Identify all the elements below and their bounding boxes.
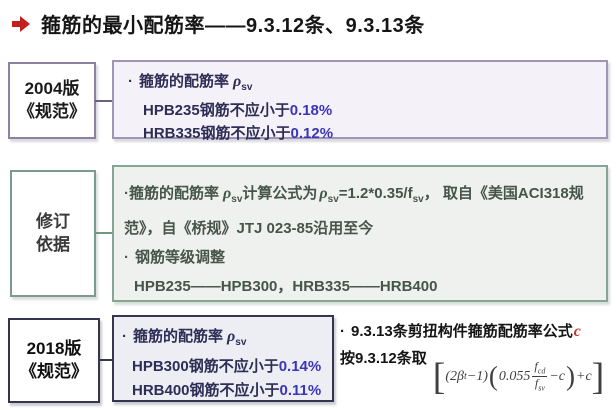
fsv-f: f: [534, 376, 539, 391]
page-title: 箍筋的最小配筋率——9.3.12条、9.3.13条: [41, 15, 425, 37]
rho-subscript: sv: [241, 82, 253, 93]
content-2018-row2-text: HRB400钢筋不应小于: [132, 382, 280, 399]
content-2018-row1: HPB300钢筋不应小于0.14%: [122, 355, 324, 379]
bullet: ·: [340, 323, 345, 340]
content-2018-row2-value: 0.11%: [279, 382, 322, 399]
fcd-sub: cd: [537, 366, 546, 376]
revision-p2-text: 钢筋等级调整: [135, 249, 226, 266]
content-box-2018: · 箍筋的配筋率 ρsv HPB300钢筋不应小于0.14% HRB400钢筋不应小…: [112, 315, 334, 402]
bullet: ·: [124, 249, 129, 266]
content-2004-row2: HRB335钢筋不应小于0.12%: [128, 122, 592, 145]
revision-paragraph-3: HPB235——HPB300，HRB335——HRB400: [124, 272, 596, 301]
formula-paren-close: ): [566, 361, 575, 392]
formula-right-bracket: ]: [591, 355, 605, 398]
stirrup-ratio-formula: [(2 β t −1)(0.055 fcd fsv −c) +c]: [432, 355, 605, 398]
label-2018-line1: 2018版: [26, 339, 82, 359]
label-box-revision: 修订 依据: [10, 170, 96, 297]
content-2004-head: 箍筋的配筋率: [139, 73, 230, 90]
connector-2018: [99, 359, 113, 361]
red-arrow-icon: [12, 15, 30, 32]
fcd-f: f: [534, 359, 538, 373]
revision-p1-d: ， 取自《美国ACI318规范》，自《桥规》JTJ 023-85沿用至今: [124, 185, 584, 237]
content-box-2004: · 箍筋的配筋率 ρsv HPB235钢筋不应小于0.18% HRB335钢筋不应小…: [112, 60, 608, 142]
formula-minus-c: −c: [549, 368, 565, 384]
f-subscript: sv: [412, 194, 424, 205]
content-2004-row1: HPB235钢筋不应小于0.18%: [128, 99, 592, 122]
bullet: ·: [128, 73, 133, 90]
rho-subscript: sv: [231, 194, 243, 205]
label-revision-line1: 修订: [36, 212, 70, 232]
formula-g1-end: −1): [466, 368, 488, 384]
connector-revision: [95, 232, 113, 234]
note-line1-text: 9.3.13条剪扭构件箍筋配筋率公式: [351, 323, 573, 340]
label-box-2004: 2004版 《规范》: [8, 62, 96, 139]
revision-paragraph-2: · 钢筋等级调整: [124, 243, 596, 272]
content-2018-row1-text: HPB300钢筋不应小于: [132, 358, 279, 375]
rho-subscript: sv: [235, 337, 247, 348]
fraction-denominator: fsv: [535, 377, 545, 393]
rho-symbol: ρ: [319, 185, 328, 202]
content-2018-row1-value: 0.14%: [278, 358, 322, 375]
content-2018-head: 箍筋的配筋率: [133, 328, 224, 345]
revision-p1-c: =1.2*0.35/f: [338, 185, 413, 202]
formula-left-bracket: [: [432, 355, 446, 398]
note-line2: 按9.3.12条取 [(2 β t −1)(0.055 fcd fsv −c) +c]: [340, 348, 612, 398]
content-2018-row2: HRB400钢筋不应小于0.11%: [122, 379, 324, 403]
label-2004-line2: 《规范》: [18, 101, 86, 121]
content-2004-row2-value: 0.12%: [290, 125, 334, 142]
note-line2-text: 按9.3.12条取: [340, 350, 427, 367]
label-box-2018: 2018版 《规范》: [8, 318, 100, 403]
formula-g1: (2: [445, 368, 458, 384]
content-2004-row1-value: 0.18%: [289, 102, 333, 119]
fraction-numerator: fcd: [532, 359, 548, 378]
content-2004-row2-text: HRB335钢筋不应小于: [143, 125, 291, 142]
formula-coef: 0.055: [498, 368, 531, 384]
content-box-revision: ·箍筋的配筋率 ρsv计算公式为 ρsv=1.2*0.35/fsv， 取自《美国AC…: [112, 165, 608, 302]
rho-symbol: ρ: [223, 185, 232, 202]
rho-symbol: ρ: [227, 328, 236, 345]
beta-symbol: β: [457, 368, 465, 384]
content-2004-row1-text: HPB235钢筋不应小于: [143, 102, 290, 119]
rho-subscript: sv: [327, 194, 339, 205]
fsv-sub: sv: [538, 383, 545, 393]
label-2018-line2: 《规范》: [20, 361, 88, 381]
formula-plus-c: +c: [576, 368, 592, 384]
connector-2004: [95, 100, 113, 102]
revision-p1-a: 箍筋的配筋率: [129, 185, 220, 202]
content-2004-head-line: · 箍筋的配筋率 ρsv: [128, 70, 592, 99]
revision-paragraph-1: ·箍筋的配筋率 ρsv计算公式为 ρsv=1.2*0.35/fsv， 取自《美国AC…: [124, 179, 596, 243]
note-line1: · 9.3.13条剪扭构件箍筋配筋率公式c: [340, 321, 612, 343]
beta-subscript: t: [464, 370, 467, 382]
note-9-3-13: · 9.3.13条剪扭构件箍筋配筋率公式c 按9.3.12条取 [(2 β t −1)(…: [340, 321, 612, 398]
label-2004-line1: 2004版: [24, 79, 80, 99]
revision-p1-b: 计算公式为: [242, 185, 318, 202]
bullet: ·: [122, 328, 127, 345]
revision-p3-text: HPB235——HPB300，HRB335——HRB400: [134, 278, 438, 295]
title-row: 箍筋的最小配筋率——9.3.12条、9.3.13条: [10, 9, 425, 38]
rho-symbol: ρ: [233, 73, 242, 90]
label-revision-line2: 依据: [36, 234, 70, 254]
fcd-fsv-fraction: fcd fsv: [532, 359, 548, 393]
formula-paren-open: (: [488, 361, 498, 392]
content-2018-head-line: · 箍筋的配筋率 ρsv: [122, 325, 324, 355]
bullet: ·: [124, 185, 129, 202]
note-c-variable: c: [573, 323, 581, 340]
